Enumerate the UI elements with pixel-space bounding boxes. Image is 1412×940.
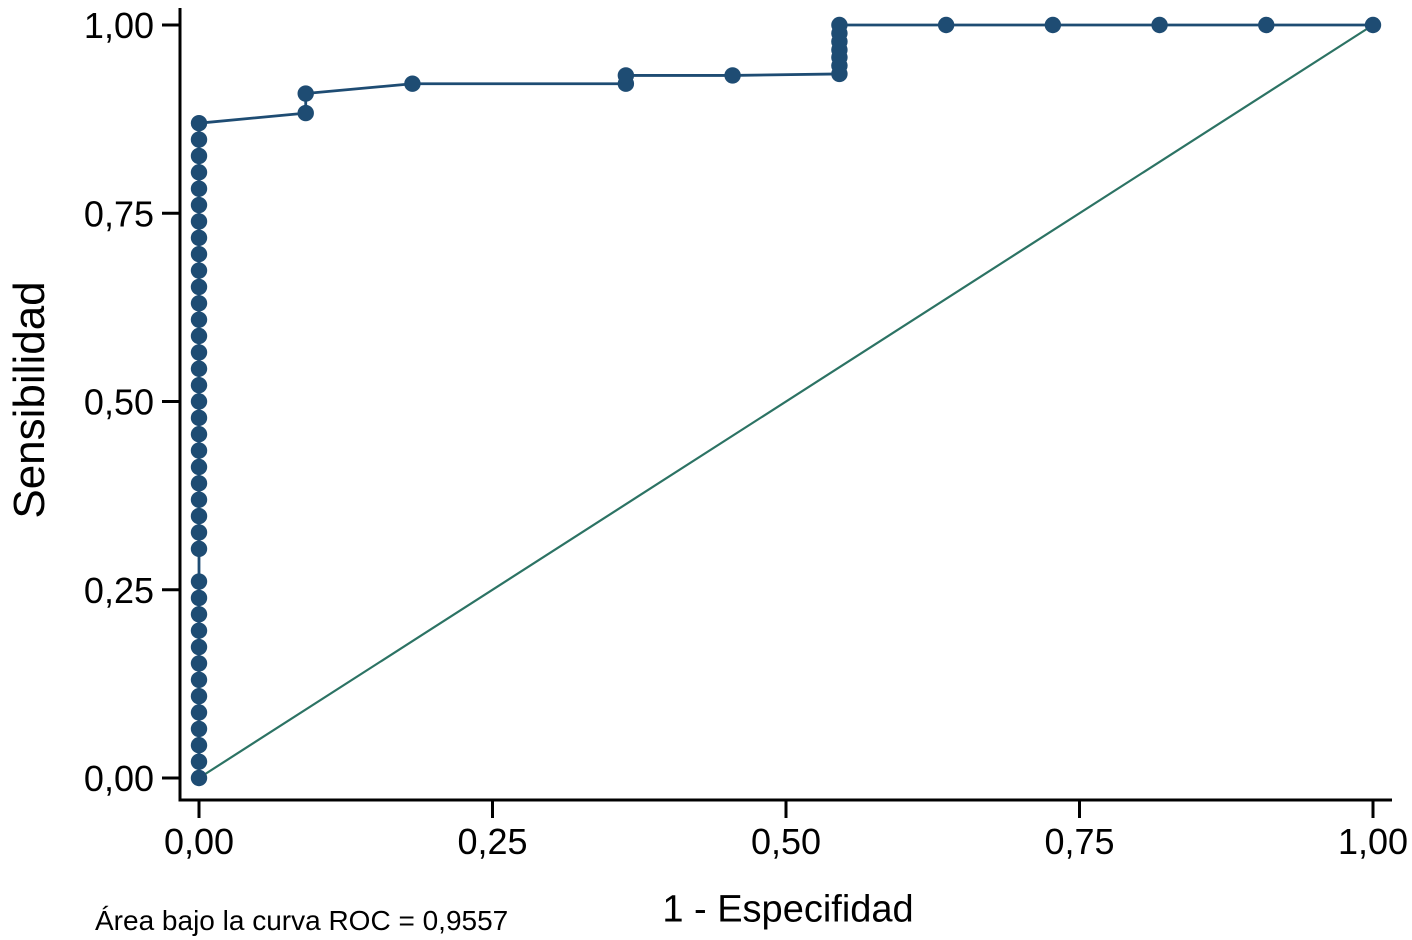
roc-data-point xyxy=(831,16,848,34)
y-tick-label: 0,50 xyxy=(84,382,154,423)
roc-data-point xyxy=(190,655,208,672)
roc-data-point xyxy=(190,638,208,656)
roc-data-point xyxy=(404,75,421,92)
x-tick-label: 0,25 xyxy=(457,821,527,862)
x-tick-label: 0,75 xyxy=(1044,821,1114,862)
roc-data-point xyxy=(190,622,208,639)
roc-data-point xyxy=(190,262,208,279)
roc-data-point xyxy=(190,606,208,623)
roc-data-point xyxy=(190,720,208,738)
roc-data-point xyxy=(190,131,208,148)
roc-data-point xyxy=(190,573,208,590)
roc-data-point xyxy=(297,85,314,102)
roc-data-point xyxy=(190,737,208,754)
roc-data-point xyxy=(190,442,208,459)
roc-data-point xyxy=(1151,16,1168,34)
roc-data-point xyxy=(190,344,208,361)
roc-data-point xyxy=(190,426,208,443)
roc-data-point xyxy=(190,524,208,541)
y-tick-label: 0,75 xyxy=(84,193,154,234)
auc-annotation: Área bajo la curva ROC = 0,9557 xyxy=(95,905,509,936)
roc-data-point xyxy=(190,671,208,689)
roc-data-point xyxy=(190,295,208,312)
roc-data-point xyxy=(190,540,208,558)
axes-lines xyxy=(178,8,1392,802)
roc-data-point xyxy=(190,164,208,181)
roc-data-point xyxy=(190,589,208,607)
roc-data-point xyxy=(1044,16,1062,34)
roc-data-point xyxy=(190,196,208,214)
roc-data-point xyxy=(1258,16,1275,34)
roc-data-point xyxy=(190,475,208,492)
roc-data-point xyxy=(190,769,208,787)
roc-data-point xyxy=(190,327,208,345)
roc-data-point xyxy=(190,409,208,427)
roc-data-point xyxy=(190,180,208,197)
roc-data-point xyxy=(190,147,208,165)
roc-data-point xyxy=(190,393,208,410)
roc-data-point xyxy=(190,360,208,377)
roc-data-point xyxy=(190,278,208,296)
y-tick-label: 0,00 xyxy=(84,758,154,799)
x-axis-title: 1 - Especifidad xyxy=(662,888,914,931)
roc-data-point xyxy=(190,507,208,525)
roc-data-point xyxy=(190,376,208,394)
y-axis-title: Sensibilidad xyxy=(5,281,54,519)
x-tick-label: 1,00 xyxy=(1338,821,1408,862)
roc-data-point xyxy=(190,687,208,705)
roc-data-point xyxy=(190,213,208,230)
y-tick-label: 0,25 xyxy=(84,570,154,611)
roc-data-point xyxy=(190,491,208,508)
roc-data-point xyxy=(724,67,741,84)
roc-data-point xyxy=(937,16,955,34)
roc-data-point xyxy=(190,753,208,770)
roc-data-point xyxy=(190,245,208,263)
roc-data-point xyxy=(190,229,208,246)
roc-data-point xyxy=(297,104,314,122)
roc-data-point xyxy=(190,311,208,328)
x-tick-label: 0,50 xyxy=(751,821,821,862)
x-tick-label: 0,00 xyxy=(164,821,234,862)
roc-data-point xyxy=(190,458,208,476)
y-tick-label: 1,00 xyxy=(84,5,154,46)
roc-data-point xyxy=(190,704,208,721)
roc-data-point xyxy=(190,114,208,132)
reference-diagonal-line xyxy=(197,23,1375,780)
roc-data-point xyxy=(1364,16,1382,34)
roc-data-point xyxy=(617,67,635,84)
